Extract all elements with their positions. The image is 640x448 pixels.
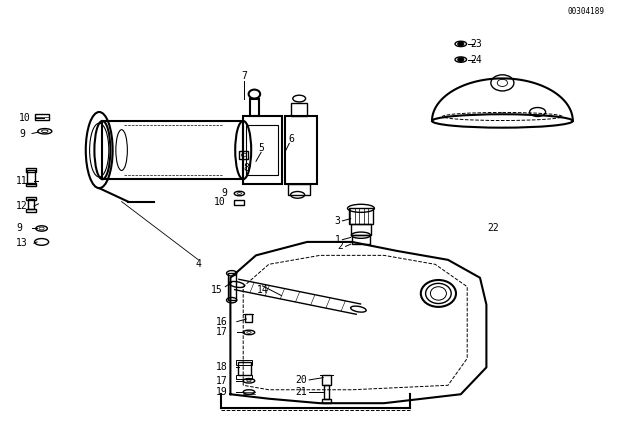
Bar (246, 125, 278, 175)
Bar (239, 151, 248, 159)
Bar (351, 224, 371, 235)
Bar (234, 200, 244, 205)
Text: 9: 9 (19, 129, 25, 138)
Bar (322, 375, 331, 385)
Text: 23: 23 (470, 39, 482, 49)
Text: 15: 15 (211, 285, 222, 295)
Bar (228, 273, 236, 300)
Text: 16: 16 (216, 317, 228, 327)
Bar (28, 199, 34, 209)
Text: 9: 9 (16, 224, 22, 233)
Bar (236, 360, 252, 365)
Text: 6: 6 (288, 134, 294, 144)
Text: 8: 8 (243, 163, 250, 173)
Text: 24: 24 (470, 55, 482, 65)
Text: 19: 19 (216, 388, 227, 397)
Circle shape (458, 57, 464, 62)
Bar (349, 208, 373, 224)
Bar (250, 99, 259, 116)
Bar (288, 184, 310, 195)
Bar (245, 314, 252, 322)
Text: 18: 18 (216, 362, 227, 372)
Text: 5: 5 (258, 143, 264, 153)
Text: 9: 9 (221, 188, 227, 198)
Text: 14: 14 (257, 285, 268, 295)
Text: 17: 17 (216, 327, 228, 337)
Text: 10: 10 (214, 198, 225, 207)
Text: 20: 20 (296, 375, 307, 385)
Bar (324, 385, 329, 399)
Bar (26, 183, 36, 186)
Bar (322, 399, 331, 403)
Circle shape (458, 42, 464, 46)
Text: 2: 2 (337, 241, 343, 251)
Text: 7: 7 (241, 71, 248, 81)
Text: 3: 3 (335, 216, 340, 226)
Bar (26, 197, 36, 200)
Text: 10: 10 (19, 113, 31, 123)
Bar (243, 116, 282, 184)
Bar (35, 114, 49, 120)
Text: 00304189: 00304189 (568, 7, 605, 16)
Text: 1: 1 (335, 235, 340, 245)
Text: 11: 11 (16, 177, 28, 186)
Text: 22: 22 (488, 224, 499, 233)
Bar (27, 170, 35, 184)
Bar (102, 121, 243, 179)
Bar (236, 375, 252, 379)
Text: 4: 4 (195, 259, 202, 269)
Text: 12: 12 (16, 201, 28, 211)
Text: 17: 17 (216, 376, 227, 386)
Text: 21: 21 (296, 387, 307, 397)
Bar (238, 362, 251, 375)
Text: 13: 13 (16, 238, 28, 248)
Bar (352, 235, 370, 244)
Bar (291, 103, 307, 116)
Bar (26, 209, 36, 212)
Bar (26, 168, 36, 172)
Bar (285, 116, 317, 184)
